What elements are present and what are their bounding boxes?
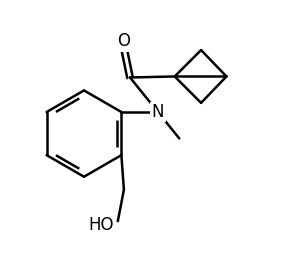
Text: O: O (117, 32, 130, 50)
Text: N: N (152, 103, 164, 121)
Text: HO: HO (89, 216, 114, 234)
